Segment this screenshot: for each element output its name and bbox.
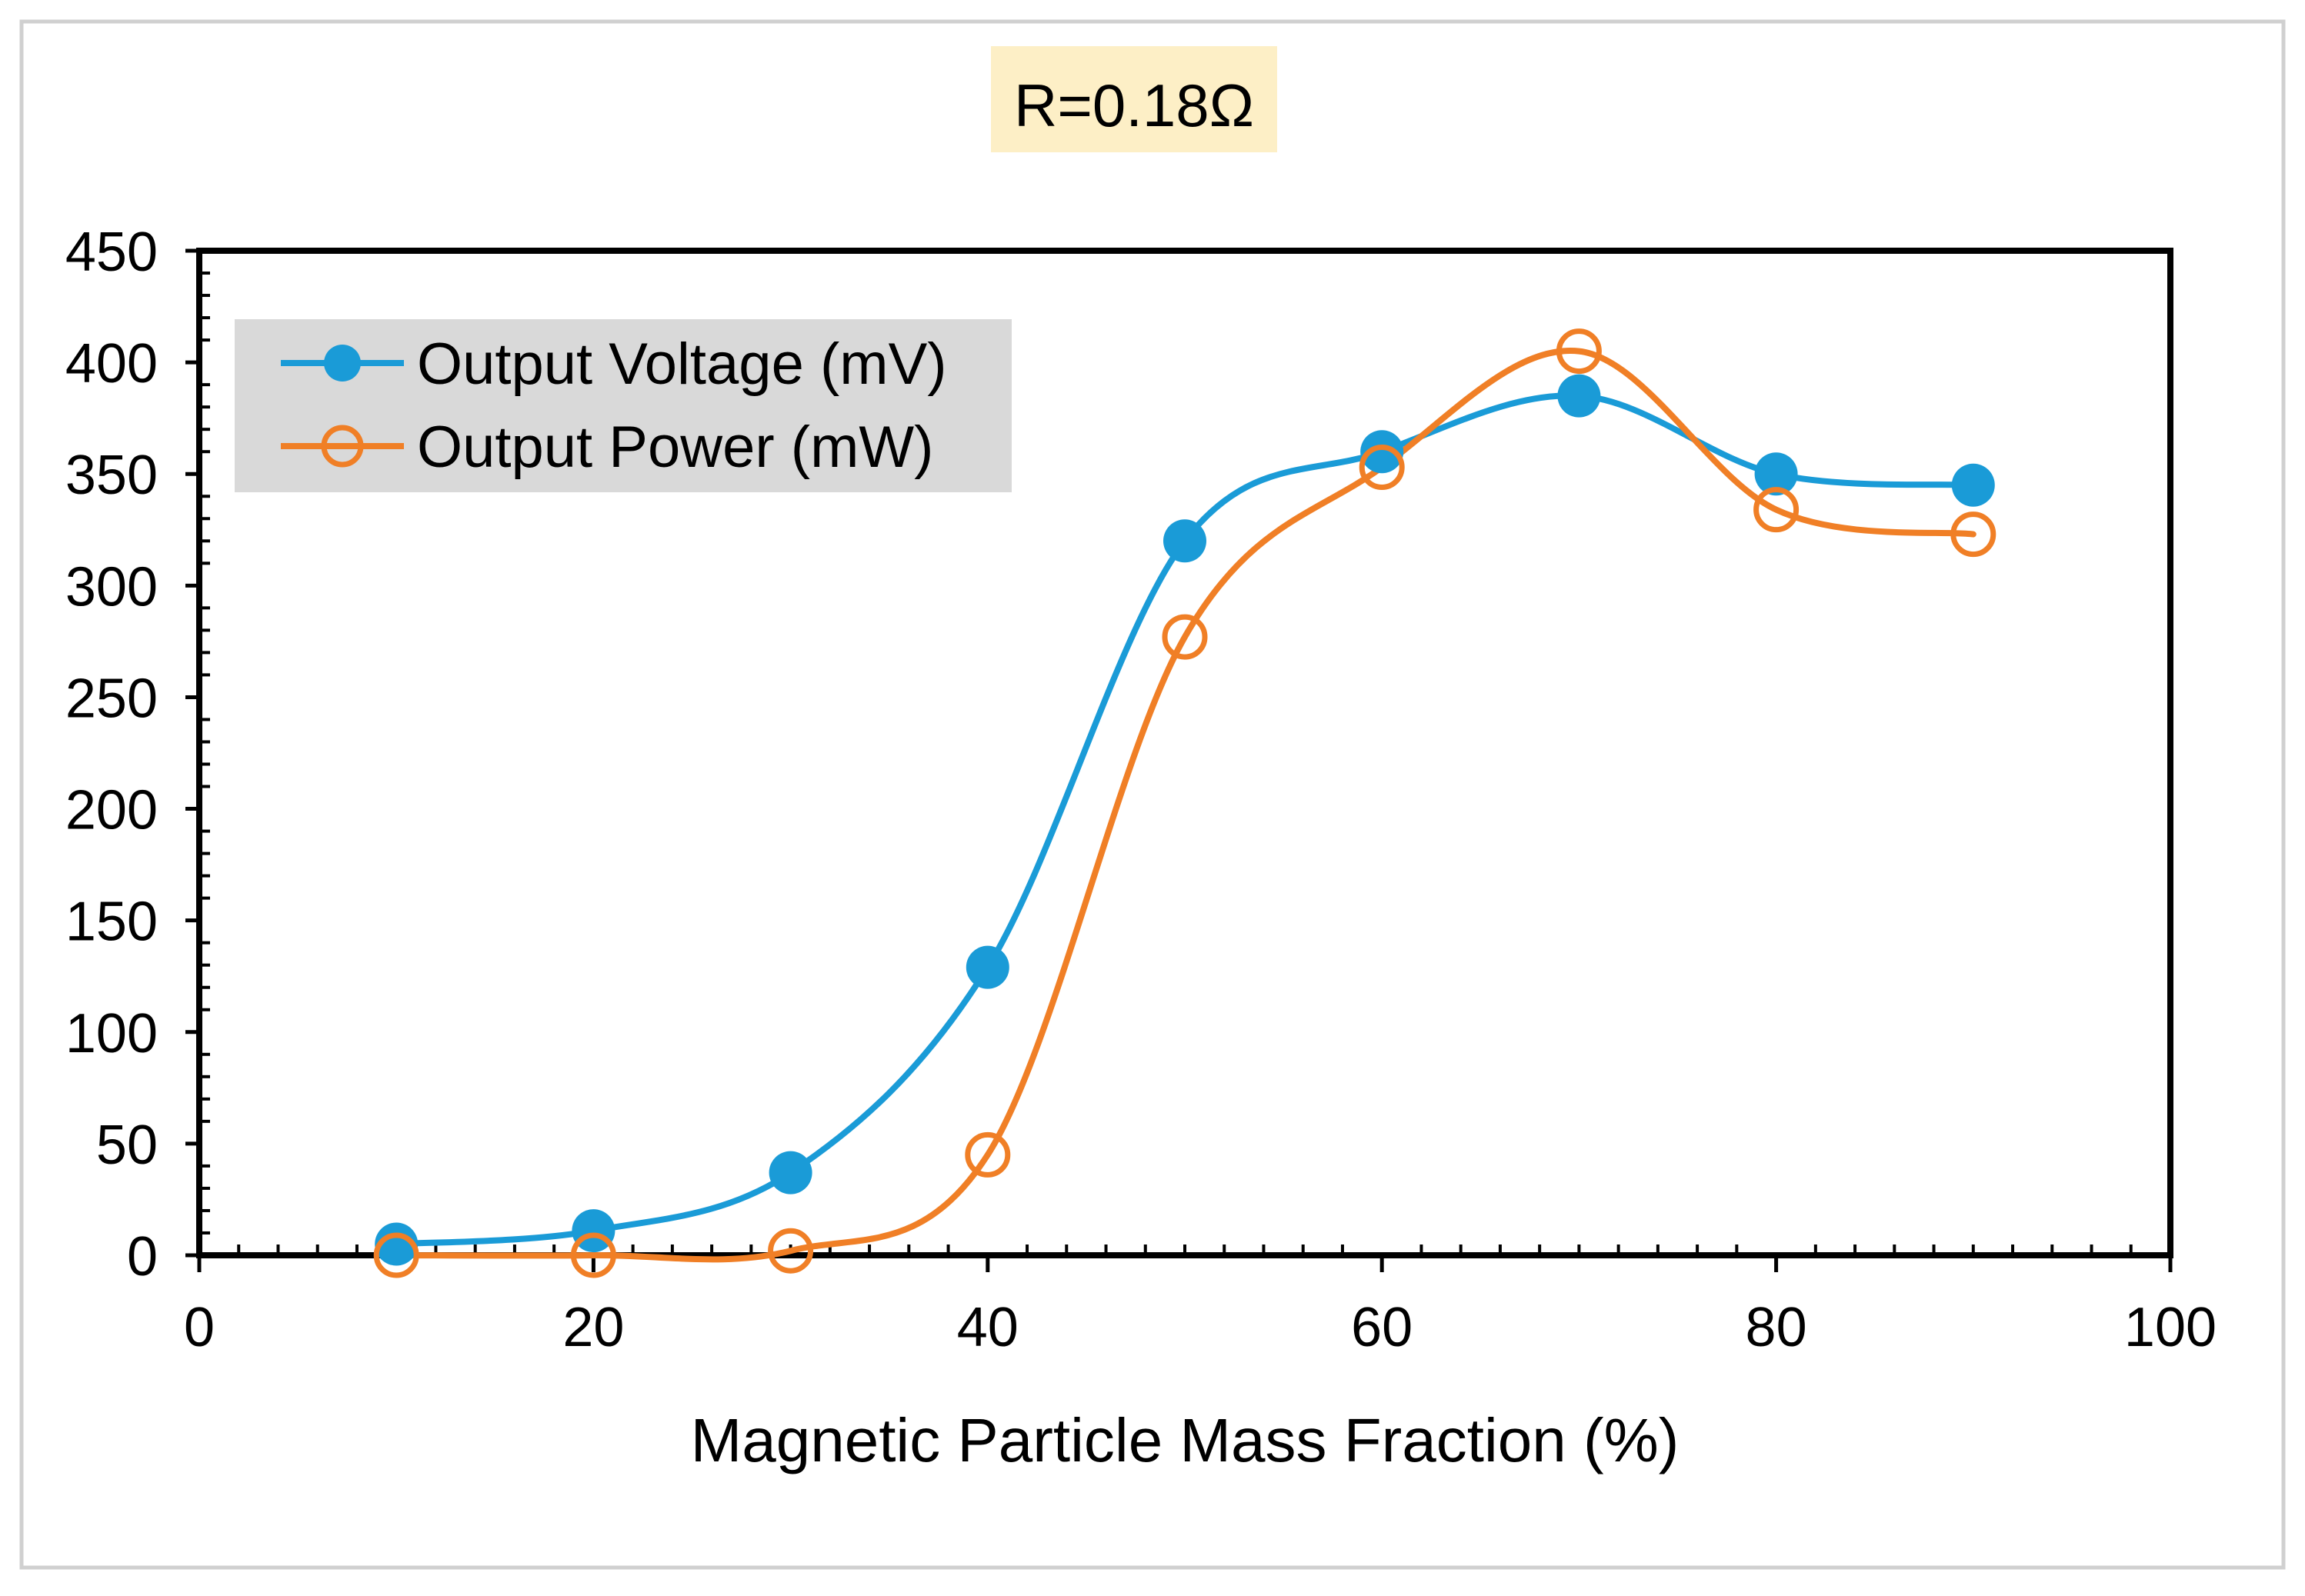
data-point-power — [1162, 614, 1208, 660]
data-point-voltage — [1754, 452, 1798, 496]
axis-ticks — [185, 248, 2173, 1272]
legend-background — [235, 319, 1012, 492]
series-markers — [373, 328, 1996, 1278]
data-point-voltage — [1360, 430, 1404, 474]
x-axis-label: Magnetic Particle Mass Fraction (%) — [691, 1406, 1680, 1474]
x-axis-tick-labels: 0 20 40 60 80 100 — [184, 1297, 2217, 1358]
data-point-voltage — [769, 1151, 812, 1195]
legend-voltage-marker — [324, 345, 361, 382]
series-lines — [393, 348, 1976, 1263]
figure-frame — [19, 19, 2286, 1570]
data-point-power — [1359, 445, 1405, 491]
x-tick-label: 20 — [562, 1297, 624, 1358]
series-line-power — [393, 348, 1976, 1263]
x-tick-label: 60 — [1351, 1297, 1413, 1358]
data-point-voltage — [1163, 519, 1206, 563]
annotation-box — [991, 46, 1277, 152]
x-tick-label: 100 — [2124, 1297, 2217, 1358]
y-tick-label: 400 — [65, 333, 158, 395]
x-tick-label: 40 — [957, 1297, 1019, 1358]
legend-power-marker — [321, 425, 364, 468]
data-point-voltage — [375, 1222, 419, 1266]
x-tick-label: 0 — [184, 1297, 215, 1358]
data-point-power — [570, 1232, 616, 1278]
data-point-power — [1950, 511, 1996, 558]
legend-power-label: Output Power (mW) — [417, 415, 933, 480]
data-point-power — [768, 1228, 814, 1274]
x-tick-label: 80 — [1746, 1297, 1807, 1358]
y-tick-label: 200 — [65, 780, 158, 841]
y-axis-tick-labels: 0 50 100 150 200 250 300 350 400 450 — [65, 222, 158, 1288]
data-point-voltage — [966, 945, 1009, 989]
y-tick-label: 150 — [65, 891, 158, 953]
data-point-power — [1753, 487, 1800, 533]
y-tick-label: 350 — [65, 445, 158, 506]
data-point-power — [1556, 328, 1602, 375]
data-point-voltage — [1951, 463, 1995, 507]
data-point-power — [373, 1232, 419, 1278]
y-tick-label: 0 — [127, 1226, 158, 1288]
y-tick-label: 250 — [65, 668, 158, 729]
data-point-power — [965, 1131, 1011, 1178]
annotation-label: R=0.18Ω — [1014, 72, 1254, 139]
legend-voltage-label: Output Voltage (mV) — [417, 332, 947, 397]
y-tick-label: 450 — [65, 222, 158, 283]
y-tick-label: 100 — [65, 1003, 158, 1065]
legend: Output Voltage (mV) Output Power (mW) — [235, 319, 1012, 492]
data-point-voltage — [1557, 374, 1601, 418]
y-tick-label: 300 — [65, 556, 158, 618]
y-tick-label: 50 — [96, 1115, 158, 1176]
